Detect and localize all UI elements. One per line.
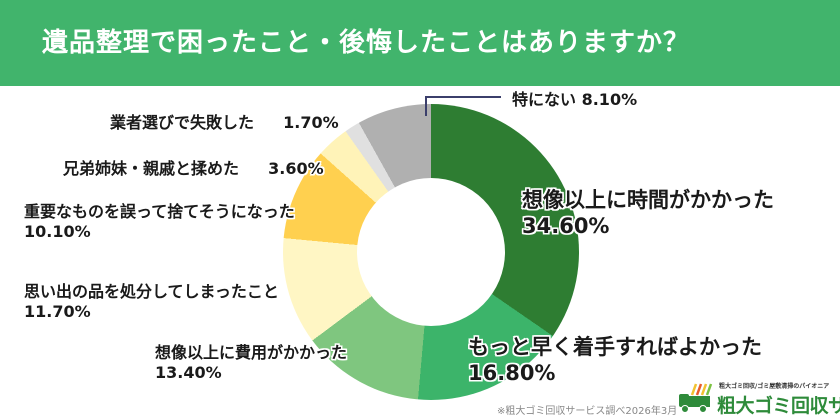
label-vendor: 業者選びで失敗した 1.70% <box>110 113 339 133</box>
label-cost-text: 想像以上に費用がかかった <box>155 343 348 362</box>
source-note: ※粗大ゴミ回収サービス調べ2026年3月 <box>497 406 678 417</box>
label-early-text: もっと早く着手すればよかった <box>468 335 762 359</box>
label-time-text: 想像以上に時間がかかった <box>522 188 774 212</box>
brand-logo: 粗大ゴミ回収/ゴミ屋敷清掃のパイオニア 粗大ゴミ回収サービス <box>675 376 840 420</box>
label-family-text: 兄弟姉妹・親戚と揉めた <box>63 159 240 178</box>
title-banner: 遺品整理で困ったこと・後悔したことはありますか？ <box>0 0 840 86</box>
label-memento: 思い出の品を処分してしまったこと 11.70% <box>24 282 279 322</box>
leader-line <box>425 96 427 116</box>
label-none-pct: 8.10% <box>581 90 638 109</box>
label-vendor-pct: 1.70% <box>283 113 339 132</box>
label-family-pct: 3.60% <box>268 159 324 178</box>
chart-title: 遺品整理で困ったこと・後悔したことはありますか？ <box>42 28 691 58</box>
label-none: 特にない 8.10% <box>512 90 637 110</box>
label-time-pct: 34.60% <box>522 214 610 239</box>
label-important-pct: 10.10% <box>24 222 91 241</box>
logo-name: 粗大ゴミ回収サービス <box>717 395 840 417</box>
label-vendor-text: 業者選びで失敗した <box>110 113 255 132</box>
label-cost-pct: 13.40% <box>155 363 222 382</box>
label-early: もっと早く着手すればよかった 16.80% <box>468 334 762 387</box>
logo-tagline: 粗大ゴミ回収/ゴミ屋敷清掃のパイオニア <box>719 383 830 390</box>
donut-hole <box>357 178 505 326</box>
label-time: 想像以上に時間がかかった 34.60% <box>522 187 774 240</box>
label-memento-pct: 11.70% <box>24 302 91 321</box>
label-important: 重要なものを誤って捨てそうになった 10.10% <box>24 202 295 242</box>
label-early-pct: 16.80% <box>468 361 556 386</box>
label-memento-text: 思い出の品を処分してしまったこと <box>24 282 279 301</box>
label-important-text: 重要なものを誤って捨てそうになった <box>24 202 295 221</box>
label-family: 兄弟姉妹・親戚と揉めた 3.60% <box>63 159 324 179</box>
truck-icon <box>679 383 713 413</box>
label-cost: 想像以上に費用がかかった 13.40% <box>155 343 347 383</box>
label-none-text: 特にない <box>512 90 577 109</box>
leader-line <box>425 96 501 98</box>
